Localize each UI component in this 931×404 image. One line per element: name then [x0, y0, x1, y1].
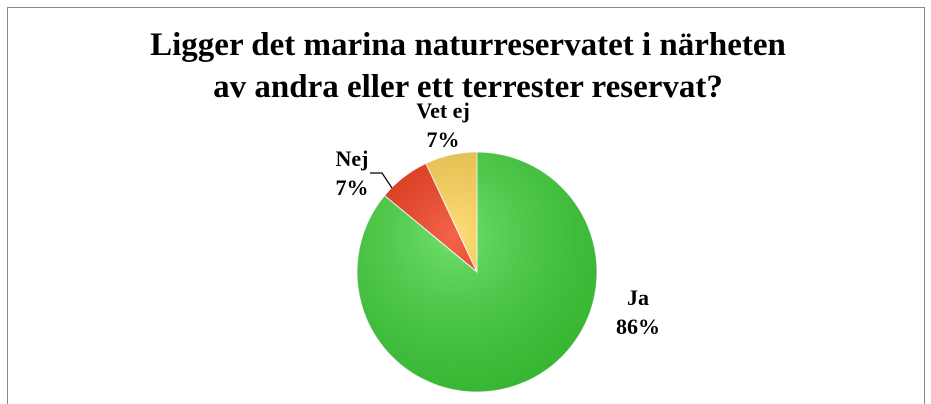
category-label: Ja	[627, 285, 649, 310]
leader-line	[370, 172, 393, 189]
labels: Ja 86% Nej 7% Vet ej 7%	[336, 98, 661, 339]
chart-title: av andra eller ett terrester reservat?	[213, 69, 723, 105]
value-label: 7%	[336, 175, 369, 200]
value-label: 86%	[616, 314, 660, 339]
value-label: 7%	[427, 127, 460, 152]
category-label: Vet ej	[416, 98, 470, 123]
chart-title: Ligger det marina naturreservatet i närh…	[150, 27, 786, 63]
category-label: Nej	[336, 146, 369, 171]
pie	[356, 151, 598, 393]
